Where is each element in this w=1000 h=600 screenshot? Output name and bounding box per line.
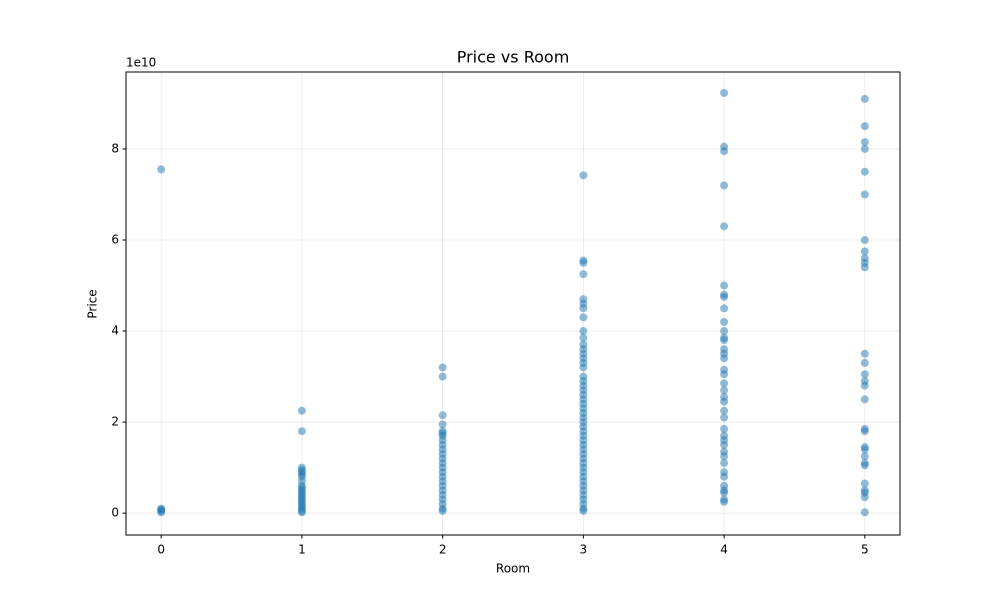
point xyxy=(720,440,729,449)
point xyxy=(860,190,869,199)
point xyxy=(720,413,729,422)
x-tick-label: 5 xyxy=(861,543,869,557)
point xyxy=(579,258,588,267)
point xyxy=(438,411,447,420)
point xyxy=(860,167,869,176)
point xyxy=(438,363,447,372)
point xyxy=(579,506,588,515)
x-tick-label: 2 xyxy=(439,543,447,557)
point xyxy=(860,461,869,470)
point xyxy=(860,94,869,103)
point xyxy=(860,493,869,502)
point xyxy=(720,222,729,231)
point xyxy=(720,488,729,497)
point xyxy=(860,358,869,367)
x-tick-label: 3 xyxy=(580,543,588,557)
point xyxy=(860,508,869,517)
point xyxy=(579,270,588,279)
point xyxy=(720,181,729,190)
point xyxy=(720,406,729,415)
y-tick-label: 4 xyxy=(111,324,119,338)
point xyxy=(860,263,869,272)
plot-frame xyxy=(125,71,901,536)
x-tick-label: 0 xyxy=(157,543,165,557)
point xyxy=(438,506,447,515)
point xyxy=(860,138,869,147)
point xyxy=(720,424,729,433)
point xyxy=(860,122,869,131)
y-tick-label: 8 xyxy=(111,141,119,155)
point xyxy=(579,304,588,313)
point xyxy=(720,304,729,313)
point xyxy=(720,292,729,301)
point xyxy=(860,395,869,404)
point xyxy=(720,88,729,97)
point xyxy=(157,508,166,517)
y-tick-label: 6 xyxy=(111,232,119,246)
point xyxy=(438,420,447,429)
y-tick-label: 0 xyxy=(111,506,119,520)
point xyxy=(720,497,729,506)
point xyxy=(720,281,729,290)
point xyxy=(860,144,869,153)
point xyxy=(720,147,729,156)
point xyxy=(720,459,729,468)
point xyxy=(579,333,588,342)
point xyxy=(720,327,729,336)
points xyxy=(157,88,869,517)
point xyxy=(860,427,869,436)
x-tick-label: 1 xyxy=(298,543,306,557)
point xyxy=(860,349,869,358)
point xyxy=(720,370,729,379)
point xyxy=(720,386,729,395)
point xyxy=(860,445,869,454)
point xyxy=(720,354,729,363)
y-tick-label: 2 xyxy=(111,415,119,429)
chart-title: Price vs Room xyxy=(457,48,570,67)
point xyxy=(720,452,729,461)
point xyxy=(860,479,869,488)
point xyxy=(860,381,869,390)
point xyxy=(297,427,306,436)
y-offset-label: 1e10 xyxy=(126,56,156,70)
point xyxy=(438,372,447,381)
point xyxy=(720,336,729,345)
point xyxy=(157,165,166,174)
point xyxy=(860,370,869,379)
point xyxy=(579,171,588,180)
point xyxy=(297,508,306,517)
x-axis-label: Room xyxy=(496,562,530,576)
x-tick-label: 4 xyxy=(720,543,728,557)
point xyxy=(297,406,306,415)
point xyxy=(720,379,729,388)
point xyxy=(720,472,729,481)
y-axis-label: Price xyxy=(86,289,100,318)
point xyxy=(720,397,729,406)
point xyxy=(860,247,869,256)
point xyxy=(860,235,869,244)
point xyxy=(579,313,588,322)
point xyxy=(860,452,869,461)
point xyxy=(579,363,588,372)
point xyxy=(720,317,729,326)
point xyxy=(579,327,588,336)
